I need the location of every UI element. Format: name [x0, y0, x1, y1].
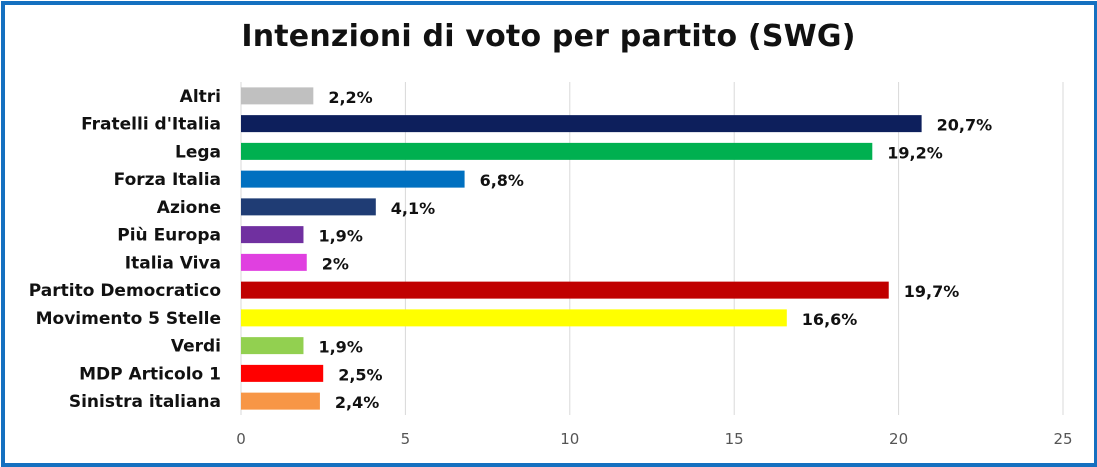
x-tick-label: 15	[725, 430, 744, 448]
bar	[241, 309, 787, 327]
data-label: 16,6%	[802, 310, 858, 329]
data-label: 19,2%	[887, 143, 943, 162]
category-label: Forza Italia	[114, 170, 221, 190]
data-label: 20,7%	[937, 116, 993, 135]
category-label: Altri	[180, 87, 221, 107]
bar	[241, 337, 304, 355]
x-tick-label: 25	[1053, 430, 1072, 448]
x-tick-label: 5	[401, 430, 411, 448]
labels: Altri 2,2% Fratelli d'Italia 20,7% Lega 19,2%…	[29, 87, 992, 412]
data-label: 4,1%	[391, 199, 435, 218]
bar	[241, 392, 320, 410]
chart-title: Intenzioni di voto per partito (SWG)	[241, 19, 856, 54]
data-label: 19,7%	[904, 282, 960, 301]
bar	[241, 364, 324, 382]
data-label: 2,4%	[335, 393, 379, 412]
bars	[241, 87, 922, 410]
bar	[241, 115, 922, 133]
data-label: 2%	[322, 254, 349, 273]
data-label: 1,9%	[318, 227, 362, 246]
bar	[241, 87, 314, 105]
category-label: Lega	[175, 142, 221, 162]
category-label: Movimento 5 Stelle	[36, 309, 221, 329]
bar	[241, 226, 304, 244]
data-label: 2,5%	[338, 365, 382, 384]
x-tick-label: 20	[889, 430, 908, 448]
data-label: 1,9%	[318, 338, 362, 357]
bar	[241, 198, 376, 216]
category-label: Sinistra italiana	[69, 392, 221, 412]
data-label: 2,2%	[328, 88, 372, 107]
x-tick-label: 0	[236, 430, 246, 448]
category-label: Fratelli d'Italia	[81, 115, 221, 135]
bar	[241, 142, 873, 160]
bar	[241, 253, 307, 271]
category-label: Partito Democratico	[29, 281, 221, 301]
category-label: Italia Viva	[125, 253, 221, 273]
category-label: MDP Articolo 1	[79, 364, 221, 384]
data-label: 6,8%	[480, 171, 524, 190]
gridlines	[240, 82, 1064, 415]
category-label: Azione	[157, 198, 221, 218]
category-label: Più Europa	[117, 226, 221, 246]
bar	[241, 170, 465, 188]
x-axis-ticks: 0 5 10 15 20 25	[236, 430, 1072, 448]
bar	[241, 281, 889, 299]
category-label: Verdi	[171, 337, 221, 357]
x-tick-label: 10	[560, 430, 579, 448]
